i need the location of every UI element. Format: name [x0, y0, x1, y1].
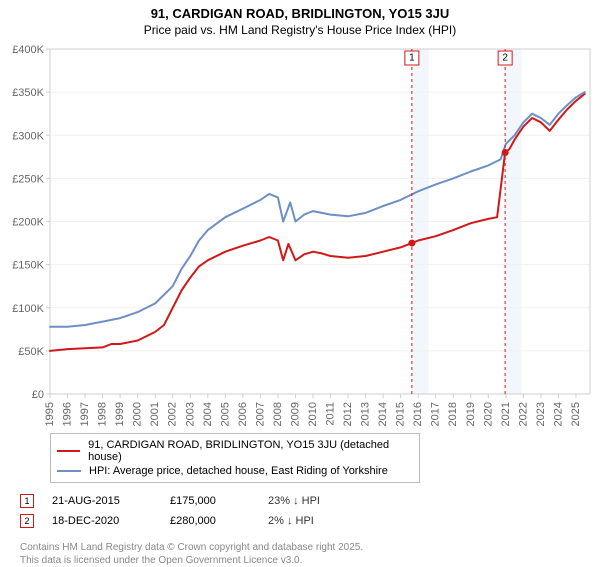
svg-text:2015: 2015 [395, 402, 407, 426]
svg-text:2013: 2013 [360, 402, 372, 426]
attribution: Contains HM Land Registry data © Crown c… [20, 541, 600, 567]
legend-item: HPI: Average price, detached house, East… [57, 464, 413, 478]
svg-text:2008: 2008 [272, 402, 284, 426]
sales-row: 2 18-DEC-2020 £280,000 2% ↓ HPI [20, 511, 600, 531]
svg-text:1995: 1995 [44, 402, 56, 426]
attribution-line: Contains HM Land Registry data © Crown c… [20, 541, 600, 554]
svg-text:2010: 2010 [307, 402, 319, 426]
legend-label: HPI: Average price, detached house, East… [89, 465, 388, 477]
svg-text:2025: 2025 [570, 402, 582, 426]
legend-swatch [57, 470, 81, 472]
svg-text:£400K: £400K [12, 44, 44, 56]
chart-svg: £0 £50K £100K £150K £200K £250K £300K £350K £400… [0, 39, 600, 429]
svg-text:1997: 1997 [79, 402, 91, 426]
svg-text:2020: 2020 [482, 402, 494, 426]
sale-marker-icon: 2 [20, 514, 34, 528]
svg-text:2003: 2003 [184, 402, 196, 426]
svg-text:2000: 2000 [132, 402, 144, 426]
svg-text:1998: 1998 [97, 402, 109, 426]
svg-text:2001: 2001 [149, 402, 161, 426]
svg-text:2004: 2004 [202, 402, 214, 426]
svg-text:1: 1 [409, 53, 415, 64]
svg-text:£200K: £200K [12, 217, 44, 229]
legend-label: 91, CARDIGAN ROAD, BRIDLINGTON, YO15 3JU… [88, 439, 413, 463]
sale-marker-icon: 1 [20, 494, 34, 508]
svg-text:1999: 1999 [114, 402, 126, 426]
legend: 91, CARDIGAN ROAD, BRIDLINGTON, YO15 3JU… [50, 433, 420, 483]
chart-area: £0 £50K £100K £150K £200K £250K £300K £350K £400… [0, 39, 600, 429]
svg-text:2005: 2005 [219, 402, 231, 426]
svg-text:£300K: £300K [12, 130, 44, 142]
svg-text:2023: 2023 [535, 402, 547, 426]
svg-text:2: 2 [502, 53, 508, 64]
svg-text:2002: 2002 [167, 402, 179, 426]
svg-text:2006: 2006 [237, 402, 249, 426]
svg-text:2009: 2009 [289, 402, 301, 426]
svg-text:£350K: £350K [12, 87, 44, 99]
legend-item: 91, CARDIGAN ROAD, BRIDLINGTON, YO15 3JU… [57, 438, 413, 464]
svg-text:2007: 2007 [254, 402, 266, 426]
attribution-line: This data is licensed under the Open Gov… [20, 554, 600, 567]
svg-text:£100K: £100K [12, 303, 44, 315]
sales-row: 1 21-AUG-2015 £175,000 23% ↓ HPI [20, 491, 600, 511]
chart-title-main: 91, CARDIGAN ROAD, BRIDLINGTON, YO15 3JU [10, 6, 590, 21]
svg-text:£250K: £250K [12, 173, 44, 185]
svg-text:£0: £0 [32, 389, 44, 401]
sale-price: £175,000 [170, 495, 250, 507]
svg-text:2016: 2016 [412, 402, 424, 426]
sale-date: 21-AUG-2015 [52, 495, 152, 507]
svg-text:2019: 2019 [465, 402, 477, 426]
svg-text:2018: 2018 [447, 402, 459, 426]
chart-title-block: 91, CARDIGAN ROAD, BRIDLINGTON, YO15 3JU… [0, 0, 600, 39]
svg-text:£150K: £150K [12, 260, 44, 272]
svg-text:2021: 2021 [500, 402, 512, 426]
svg-text:2011: 2011 [325, 402, 337, 426]
svg-text:£50K: £50K [18, 346, 44, 358]
svg-text:2022: 2022 [517, 402, 529, 426]
sale-price: £280,000 [170, 515, 250, 527]
svg-text:2012: 2012 [342, 402, 354, 426]
sale-hpi: 2% ↓ HPI [268, 515, 358, 527]
svg-text:2014: 2014 [377, 402, 389, 426]
svg-text:1996: 1996 [62, 402, 74, 426]
chart-title-sub: Price paid vs. HM Land Registry's House … [10, 23, 590, 37]
legend-swatch [57, 450, 80, 452]
svg-text:2024: 2024 [552, 402, 564, 426]
sale-hpi: 23% ↓ HPI [268, 495, 358, 507]
sale-date: 18-DEC-2020 [52, 515, 152, 527]
svg-text:2017: 2017 [430, 402, 442, 426]
sales-table: 1 21-AUG-2015 £175,000 23% ↓ HPI 2 18-DE… [20, 491, 600, 531]
